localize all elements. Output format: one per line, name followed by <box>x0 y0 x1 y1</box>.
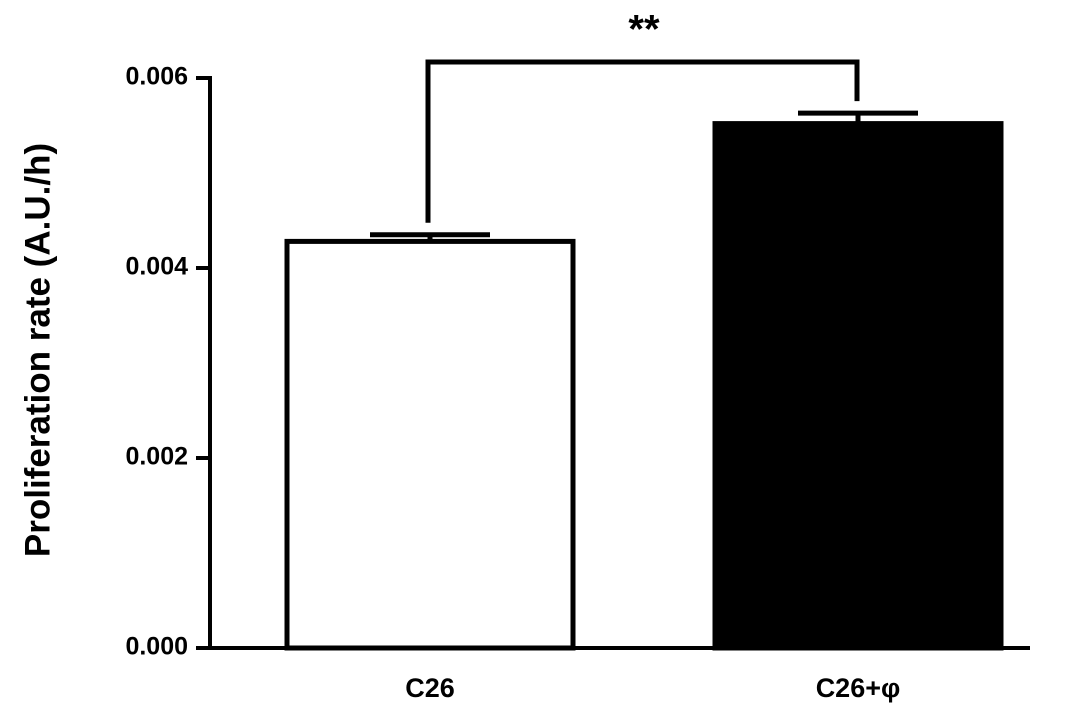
significance-label: ** <box>628 8 660 52</box>
x-tick-label: C26+φ <box>816 673 901 703</box>
x-tick-label: C26 <box>405 673 455 703</box>
y-axis-label: Proliferation rate (A.U./h) <box>18 143 57 557</box>
bar <box>712 121 1004 651</box>
y-tick-label: 0.004 <box>125 253 188 281</box>
significance-bracket <box>425 59 860 223</box>
y-tick-label: 0.006 <box>125 63 188 91</box>
y-tick-label: 0.002 <box>125 443 188 471</box>
bar <box>284 238 576 651</box>
y-tick-label: 0.000 <box>125 633 188 661</box>
